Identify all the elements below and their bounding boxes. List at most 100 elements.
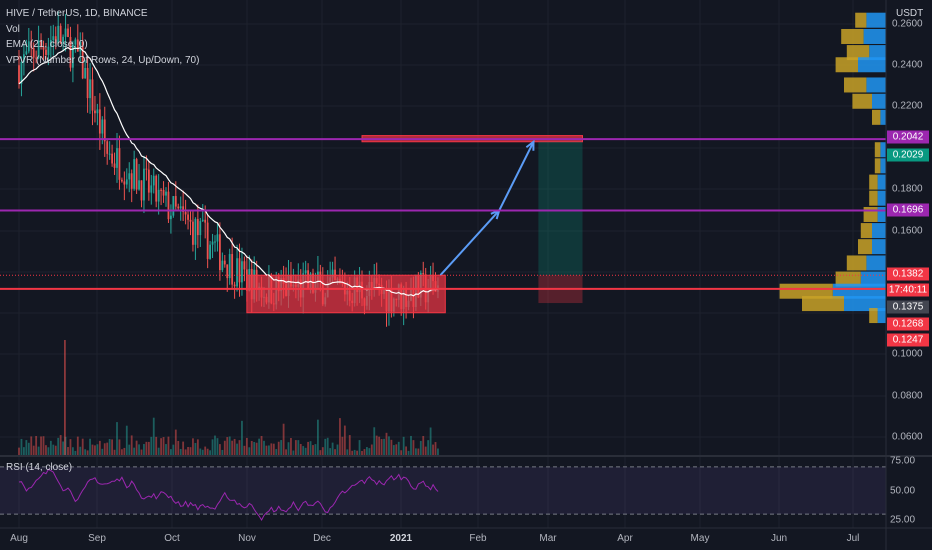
candle-body	[165, 191, 167, 196]
volume-bar	[76, 436, 79, 455]
rsi-indicator-label[interactable]: RSI (14, close)	[6, 462, 73, 473]
vpvr-indicator-label[interactable]: VPVR (Number Of Rows, 24, Up/Down, 70)	[6, 54, 200, 66]
candle-body	[140, 180, 143, 201]
volume-bar	[184, 449, 187, 455]
volume-bar	[243, 445, 246, 455]
volume-bar	[91, 444, 94, 455]
candle-body	[113, 163, 116, 168]
volume-bar	[172, 444, 175, 455]
candle-body	[25, 51, 28, 55]
vol-indicator-label[interactable]: Vol	[6, 23, 20, 35]
volume-bar	[390, 439, 393, 455]
volume-bar	[40, 436, 42, 455]
volume-bar	[59, 435, 62, 455]
volume-bar	[321, 447, 324, 455]
candle-body	[123, 181, 126, 185]
volume-bar	[150, 436, 153, 455]
volume-bar	[231, 440, 234, 455]
volume-spike	[64, 340, 66, 455]
candle-body	[27, 41, 30, 52]
candle-body	[49, 40, 52, 47]
rsi-tick: 50.00	[890, 485, 916, 497]
volume-bar	[37, 446, 40, 455]
candle-body	[155, 175, 158, 202]
volume-bar	[211, 439, 214, 455]
volume-bar	[165, 444, 167, 455]
volume-bar	[292, 450, 295, 455]
volume-bar	[25, 440, 28, 455]
volume-bar	[250, 440, 253, 455]
vpvr-up-bar	[877, 174, 886, 190]
symbol-title[interactable]: HIVE / TetherUS, 1D, BINANCE	[6, 8, 148, 19]
drawing-annotations[interactable]	[246, 135, 583, 314]
volume-bar	[336, 444, 339, 455]
price-tick: 0.0600	[892, 431, 923, 443]
volume-bar	[196, 439, 199, 455]
vpvr-down-bar	[779, 283, 833, 299]
vpvr-up-bar	[869, 45, 886, 61]
horizontal-levels[interactable]	[0, 138, 886, 290]
volume-bar	[407, 450, 410, 455]
volume-bar	[297, 440, 300, 455]
time-label-oct: Oct	[164, 533, 180, 544]
price-tick: 0.1000	[892, 348, 923, 360]
volume-bar	[366, 447, 368, 455]
volume-bar	[353, 449, 356, 455]
volume-bar	[277, 441, 280, 455]
volume-bar	[339, 418, 341, 455]
vpvr-up-bar	[877, 308, 886, 324]
vpvr-down-bar	[835, 57, 858, 73]
volume-bar	[204, 446, 207, 455]
candle-body	[241, 261, 243, 283]
vpvr-down-bar	[874, 142, 881, 158]
price-axis-unit[interactable]: USDT	[896, 8, 924, 19]
ema-indicator-label[interactable]: EMA (21, close, 0)	[6, 39, 88, 50]
volume-bar	[260, 435, 263, 455]
candle-body	[42, 46, 45, 50]
candle-body	[192, 221, 194, 245]
time-label-aug: Aug	[10, 533, 28, 544]
volume-bar	[275, 449, 278, 455]
volume-bar	[392, 445, 395, 455]
candle-body	[76, 39, 79, 52]
chart-legend[interactable]: HIVE / TetherUS, 1D, BINANCE Vol EMA (21…	[6, 6, 199, 68]
volume-bar	[192, 438, 194, 455]
vpvr-up-bar	[877, 206, 886, 222]
volume-bar	[358, 440, 361, 455]
volume-bar	[30, 436, 33, 455]
candle-body	[74, 39, 77, 45]
candle-body	[162, 189, 165, 196]
candle-body	[121, 179, 123, 182]
volume-bar	[128, 444, 131, 455]
volume-bar	[101, 448, 104, 455]
price-tag-entry: 0.1382	[887, 267, 929, 281]
projection-arrow	[439, 141, 535, 276]
price-tag-last: 0.1375	[887, 300, 929, 314]
volume-bar	[383, 438, 385, 455]
candle-body	[233, 284, 236, 287]
candle-body	[170, 215, 172, 220]
price-tick: 0.1800	[892, 183, 923, 195]
candle-body	[79, 41, 82, 52]
candle-body	[331, 269, 334, 278]
volume-bar	[74, 450, 77, 455]
volume-bar	[238, 440, 241, 455]
candle-body	[40, 40, 42, 47]
volume-bar	[111, 439, 113, 455]
vpvr-up-bar	[880, 158, 886, 174]
volume-bar	[69, 439, 72, 455]
volume-bar	[206, 448, 209, 455]
volume-bar	[130, 435, 133, 455]
volume-bar	[424, 446, 427, 455]
vpvr-histogram	[779, 12, 886, 324]
volume-bar	[397, 441, 400, 455]
volume-bar	[268, 445, 270, 455]
volume-bar	[304, 447, 307, 455]
volume-bar	[245, 437, 248, 455]
time-label-may: May	[690, 533, 710, 544]
candle-body	[84, 67, 87, 79]
candle-body	[223, 260, 226, 265]
price-tag-resistance-top: 0.2042	[887, 130, 929, 144]
candle-body	[32, 47, 35, 58]
